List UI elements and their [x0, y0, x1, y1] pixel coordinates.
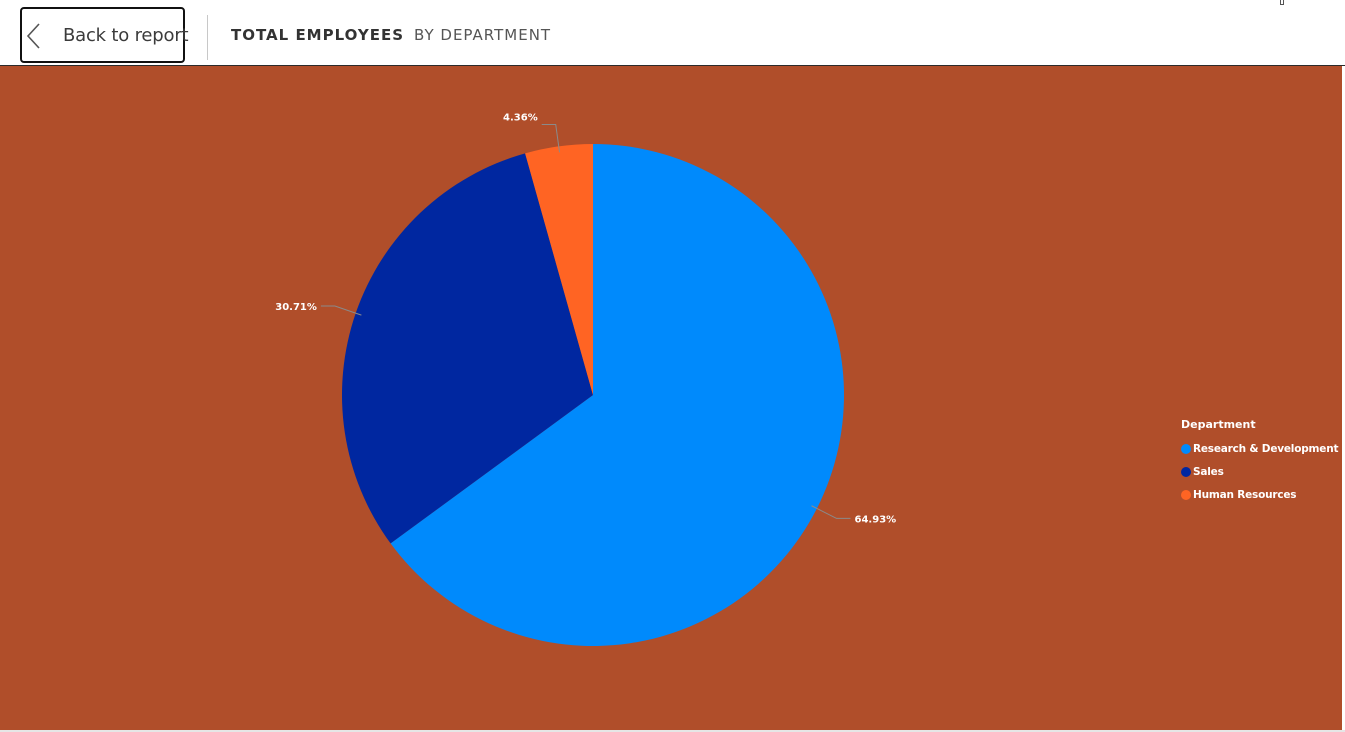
data-label-research-development: 64.93%: [855, 514, 897, 525]
legend-title: Department: [1181, 418, 1256, 431]
breadcrumb-by-department: BY DEPARTMENT: [414, 26, 552, 44]
pie-slice-research-development[interactable]: [390, 144, 844, 646]
chevron-left-icon: [26, 23, 40, 49]
leader-line-research-development: [811, 505, 851, 519]
chart-legend: Department Research & Development Sales …: [1181, 418, 1341, 506]
leader-line-sales: [320, 305, 362, 316]
legend-item-research-development[interactable]: Research & Development: [1181, 437, 1341, 460]
legend-label-human-resources: Human Resources: [1193, 488, 1297, 501]
pie-slice-human-resources[interactable]: [525, 144, 593, 395]
right-edge: [1342, 66, 1345, 732]
legend-item-sales[interactable]: Sales: [1181, 460, 1341, 483]
department-pie-chart: 64.93% 30.71% 4.36%: [275, 113, 897, 646]
legend-dot-sales: [1181, 466, 1191, 477]
header-divider: [207, 15, 208, 60]
pie-slice-sales[interactable]: [341, 153, 593, 544]
back-to-report-button[interactable]: Back to report: [20, 7, 189, 63]
top-bar: Back to report TOTAL EMPLOYEES BY DEPART…: [0, 0, 1345, 66]
bottom-edge: [0, 730, 1345, 732]
legend-label-sales: Sales: [1193, 465, 1224, 478]
back-to-report-label: Back to report: [63, 25, 189, 46]
data-label-human-resources: 4.36%: [503, 113, 538, 124]
breadcrumb-total-employees: TOTAL EMPLOYEES: [231, 26, 405, 44]
legend-label-research-development: Research & Development: [1193, 442, 1339, 455]
window-corner-mark: [1280, 0, 1284, 5]
legend-dot-research-development: [1181, 443, 1191, 454]
legend-item-human-resources[interactable]: Human Resources: [1181, 483, 1341, 506]
legend-dot-human-resources: [1181, 489, 1191, 500]
leader-line-human-resources: [541, 124, 561, 153]
data-label-sales: 30.71%: [275, 302, 317, 313]
report-canvas: 64.93% 30.71% 4.36% Department Research & …: [0, 66, 1342, 730]
